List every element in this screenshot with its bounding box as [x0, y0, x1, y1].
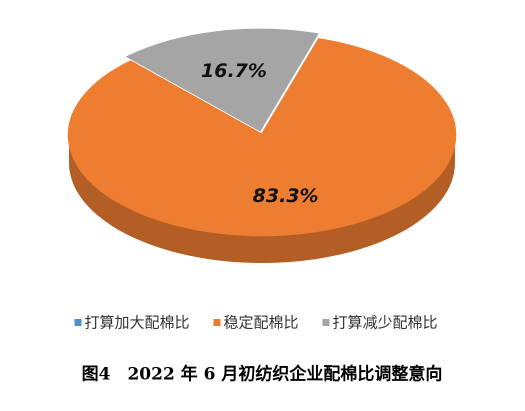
legend-marker [322, 319, 330, 326]
data-label: 83.3% [253, 185, 319, 207]
legend-marker [74, 319, 82, 326]
legend-label: 稳定配棉比 [224, 314, 299, 332]
caption: 图4 2022 年 6 月初纺织企业配棉比调整意向 [82, 364, 443, 385]
legend-marker [213, 319, 221, 326]
slice [125, 28, 319, 132]
slice-side [69, 135, 455, 263]
legend-label: 打算减少配棉比 [333, 314, 438, 332]
slice [67, 38, 457, 237]
legend-label: 打算加大配棉比 [85, 314, 190, 332]
data-label: 16.7% [201, 60, 267, 82]
